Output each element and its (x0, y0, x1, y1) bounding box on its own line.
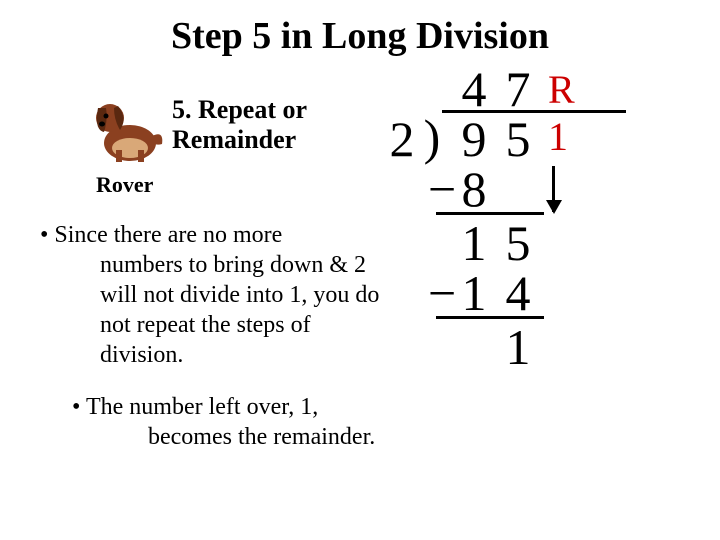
minus-1: − (428, 160, 452, 218)
bullet1-lead: • Since there are no more (40, 222, 282, 248)
sub1: 8 (452, 160, 496, 218)
bullet-1: • Since there are no more numbers to bri… (40, 220, 380, 370)
step-line1: 5. Repeat or (172, 95, 307, 124)
remainder-label: R 1 (548, 66, 575, 160)
rover-label: Rover (96, 172, 153, 198)
page-title: Step 5 in Long Division (0, 0, 720, 58)
final-remainder: 1 (496, 318, 540, 376)
bullet-2: • The number left over, 1, becomes the r… (72, 392, 432, 452)
sub2-d2: 4 (496, 264, 540, 322)
bullet1-rest: numbers to bring down & 2 will not divid… (40, 250, 380, 370)
sub2-d1: 1 (452, 264, 496, 322)
division-paren: ) (416, 108, 448, 166)
step-line2: Remainder (172, 125, 296, 154)
dividend-digit-2: 5 (496, 110, 540, 168)
bullet2-lead: • The number left over, 1, (72, 394, 318, 420)
bullet2-rest: becomes the remainder. (72, 422, 432, 452)
bring-down-arrow (552, 166, 555, 212)
step-label: 5. Repeat or Remainder (172, 95, 307, 155)
minus-2: − (428, 264, 452, 322)
dog-icon (88, 88, 168, 168)
